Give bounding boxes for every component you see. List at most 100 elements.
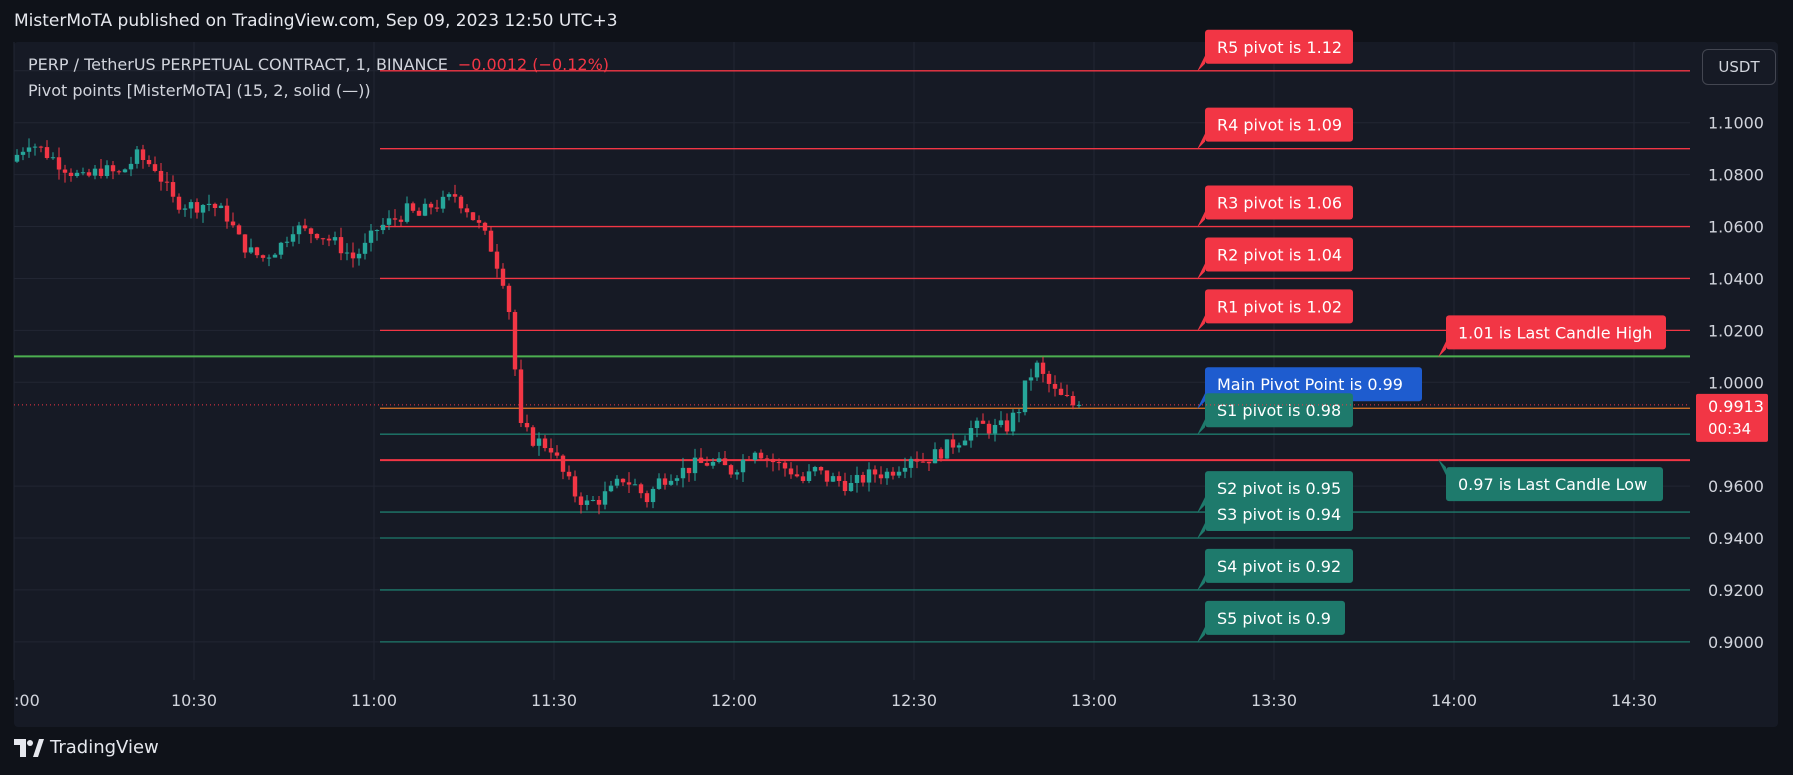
svg-text:00:34: 00:34 bbox=[1708, 420, 1751, 438]
y-tick-label: 0.9400 bbox=[1708, 529, 1764, 548]
candle bbox=[884, 468, 890, 485]
candle bbox=[68, 168, 74, 182]
candle bbox=[506, 283, 512, 320]
candle bbox=[812, 465, 818, 477]
candle bbox=[182, 204, 188, 217]
candle bbox=[596, 496, 602, 515]
candle bbox=[950, 433, 956, 454]
candle bbox=[368, 224, 374, 252]
candle bbox=[266, 254, 272, 267]
candle bbox=[242, 234, 248, 259]
candle bbox=[974, 417, 980, 438]
candle bbox=[332, 231, 338, 245]
y-tick-label: 1.0400 bbox=[1708, 269, 1764, 288]
candle bbox=[998, 411, 1004, 428]
last-candle-low-label: 0.97 is Last Candle Low bbox=[1438, 459, 1663, 502]
svg-text:1.01 is Last Candle High: 1.01 is Last Candle High bbox=[1458, 323, 1652, 342]
pivot-label-r3: R3 pivot is 1.06 bbox=[1197, 185, 1353, 228]
y-tick-label: 0.9600 bbox=[1708, 477, 1764, 496]
candle bbox=[644, 490, 650, 508]
candle bbox=[590, 495, 596, 502]
symbol-legend[interactable]: PERP / TetherUS PERPETUAL CONTRACT, 1, B… bbox=[28, 55, 609, 74]
candle bbox=[794, 465, 800, 478]
candle bbox=[962, 435, 968, 446]
candle bbox=[1034, 360, 1040, 381]
y-tick-label: 1.0800 bbox=[1708, 166, 1764, 185]
pivot-label-p: Main Pivot Point is 0.99 bbox=[1197, 367, 1422, 410]
candle bbox=[38, 145, 44, 153]
candle bbox=[818, 466, 824, 475]
candle bbox=[800, 471, 806, 484]
candle bbox=[164, 172, 170, 191]
pivot-label-r4: R4 pivot is 1.09 bbox=[1197, 107, 1353, 150]
candle bbox=[788, 462, 794, 479]
candle bbox=[572, 470, 578, 503]
candle bbox=[494, 244, 500, 278]
candle bbox=[260, 254, 266, 262]
candle bbox=[842, 472, 848, 496]
candle bbox=[440, 190, 446, 213]
candle bbox=[140, 144, 146, 169]
candle bbox=[956, 442, 962, 453]
currency-button[interactable]: USDT bbox=[1702, 49, 1776, 85]
candle bbox=[1010, 409, 1016, 436]
candle bbox=[116, 169, 122, 175]
candle bbox=[386, 210, 392, 231]
candle bbox=[686, 467, 692, 482]
candle bbox=[350, 242, 356, 268]
brand-name: TradingView bbox=[50, 737, 159, 758]
x-tick-label: 14:00 bbox=[1431, 691, 1477, 710]
candle bbox=[74, 169, 80, 178]
candle bbox=[434, 199, 440, 212]
x-tick-label: 11:30 bbox=[531, 691, 577, 710]
candle bbox=[650, 486, 656, 509]
candle bbox=[1022, 380, 1028, 416]
candle bbox=[872, 465, 878, 483]
indicator-legend[interactable]: Pivot points [MisterMoTA] (15, 2, solid … bbox=[28, 81, 371, 100]
candle bbox=[284, 236, 290, 248]
candle bbox=[1004, 413, 1010, 435]
candle bbox=[656, 473, 662, 490]
candle bbox=[848, 475, 854, 492]
candle bbox=[104, 160, 110, 179]
candle bbox=[476, 215, 482, 229]
candle bbox=[920, 452, 926, 463]
candle bbox=[566, 465, 572, 480]
footer-brand[interactable]: TradingView bbox=[14, 737, 159, 758]
candle bbox=[1058, 382, 1064, 396]
candle bbox=[176, 193, 182, 214]
candle bbox=[416, 207, 422, 216]
pivot-label-r2: R2 pivot is 1.04 bbox=[1197, 237, 1353, 280]
candle bbox=[710, 458, 716, 469]
candle bbox=[458, 194, 464, 214]
x-tick-label: 13:30 bbox=[1251, 691, 1297, 710]
candle bbox=[866, 462, 872, 492]
x-tick-label: 10:30 bbox=[171, 691, 217, 710]
candle bbox=[110, 161, 116, 180]
candle bbox=[44, 140, 50, 160]
candle bbox=[914, 451, 920, 469]
candle bbox=[452, 184, 458, 203]
candles bbox=[14, 138, 1082, 515]
candle bbox=[584, 495, 590, 511]
pivot-label-s2: S2 pivot is 0.95 bbox=[1197, 471, 1353, 514]
last-candle-high-label: 1.01 is Last Candle High bbox=[1438, 315, 1666, 358]
candle bbox=[314, 233, 320, 241]
candle bbox=[374, 229, 380, 241]
candle bbox=[530, 425, 536, 448]
candle bbox=[1064, 384, 1070, 398]
candle bbox=[254, 246, 260, 259]
candle bbox=[716, 452, 722, 464]
candle bbox=[524, 414, 530, 432]
candle bbox=[290, 226, 296, 247]
candle bbox=[146, 155, 152, 167]
symbol-title: PERP / TetherUS PERPETUAL CONTRACT, 1, B… bbox=[28, 55, 448, 74]
candle bbox=[170, 175, 176, 203]
candle bbox=[134, 146, 140, 169]
chart-panel[interactable] bbox=[14, 42, 1778, 727]
candle bbox=[128, 156, 134, 177]
candle bbox=[704, 456, 710, 467]
candle bbox=[734, 469, 740, 480]
candle bbox=[380, 218, 386, 235]
